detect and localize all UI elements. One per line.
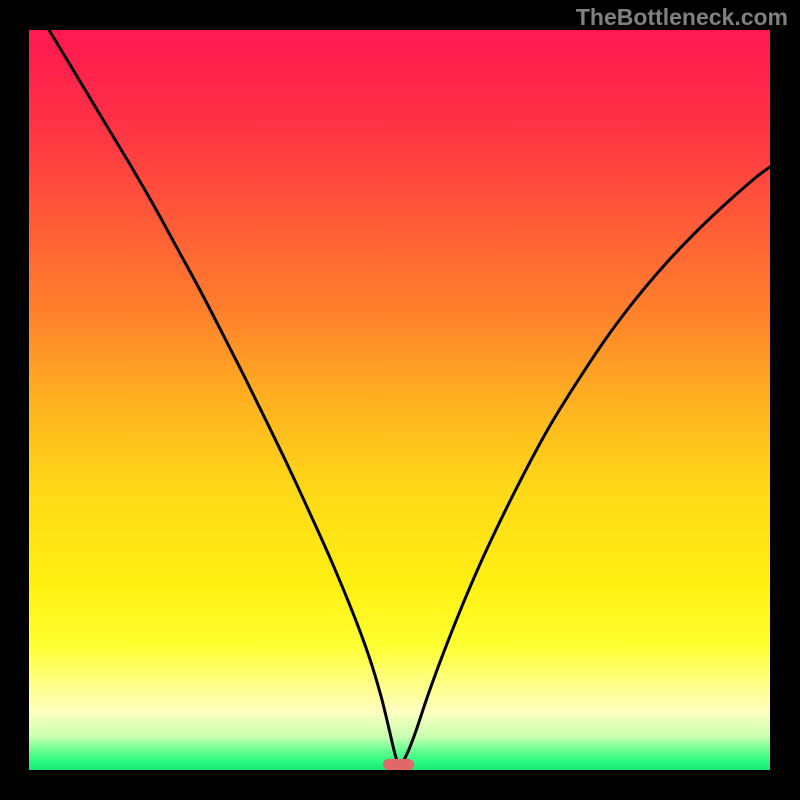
optimum-marker [383,759,414,770]
curve-path [49,30,770,764]
watermark-text: TheBottleneck.com [576,4,788,31]
bottleneck-curve [29,30,770,770]
plot-area [29,30,770,770]
